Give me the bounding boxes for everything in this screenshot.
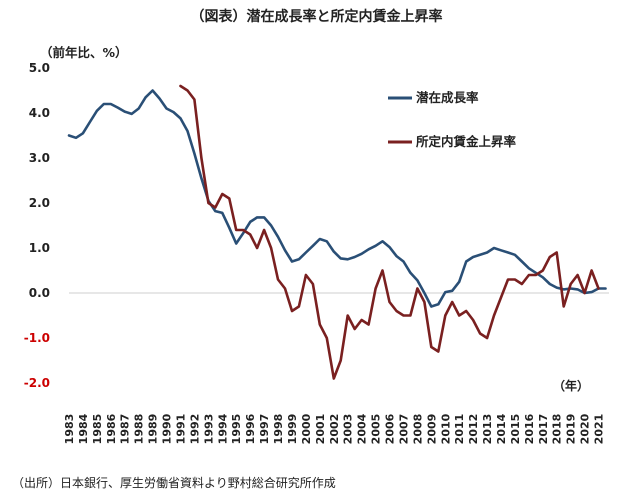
x-tick-label: 1986 — [105, 413, 118, 444]
x-tick-label: 2017 — [537, 414, 550, 445]
x-tick-label: 1990 — [161, 413, 174, 444]
series-layer — [67, 84, 607, 380]
x-tick-label: 1984 — [77, 413, 90, 444]
x-tick-label: 2011 — [453, 414, 466, 445]
x-tick-label: 2012 — [467, 414, 480, 445]
x-tick-label: 2016 — [523, 413, 536, 444]
x-tick-label: 2000 — [300, 413, 313, 444]
x-tick-label: 1999 — [286, 414, 299, 445]
x-tick-label: 2002 — [328, 414, 341, 445]
x-tick-label: 1994 — [216, 413, 229, 444]
x-tick-label: 1985 — [91, 414, 104, 445]
y-tick-label: -2.0 — [24, 376, 50, 390]
x-tick-label: 2001 — [314, 414, 327, 445]
x-axis-ticks: 1983 1984 1985 1986 1987 1988 1989 1990 1991 1992… — [63, 413, 606, 444]
x-tick-label: 2008 — [411, 414, 424, 445]
x-tick-label: 1996 — [244, 413, 257, 444]
y-axis-ticks: 5.0 4.0 3.0 2.0 1.0 0.0 -1.0 -2.0 — [24, 61, 50, 390]
x-tick-label: 1987 — [119, 414, 132, 445]
y-axis-unit-label: （前年比、%） — [40, 45, 128, 60]
x-tick-label: 2020 — [579, 413, 592, 444]
x-tick-label: 1989 — [147, 414, 160, 445]
x-axis-unit-label: （年） — [553, 378, 589, 393]
x-tick-label: 2004 — [356, 413, 369, 444]
x-tick-label: 2013 — [481, 414, 494, 445]
y-tick-label: -1.0 — [24, 331, 50, 345]
x-tick-label: 2019 — [565, 414, 578, 445]
source-note: （出所）日本銀行、厚生労働省資料より野村総合研究所作成 — [12, 476, 336, 490]
x-tick-label: 1993 — [202, 414, 215, 445]
x-tick-label: 2010 — [439, 413, 452, 444]
x-tick-label: 2015 — [509, 414, 522, 445]
x-tick-label: 2006 — [384, 413, 397, 444]
x-tick-label: 1995 — [230, 414, 243, 445]
x-tick-label: 2007 — [397, 414, 410, 445]
x-tick-label: 2003 — [342, 414, 355, 445]
x-tick-label: 2005 — [370, 414, 383, 445]
y-tick-label: 4.0 — [29, 106, 50, 120]
x-tick-label: 1991 — [174, 414, 187, 445]
y-tick-label: 0.0 — [29, 286, 50, 300]
y-tick-label: 1.0 — [29, 241, 50, 255]
x-tick-label: 1997 — [258, 414, 271, 445]
y-tick-label: 2.0 — [29, 196, 50, 210]
x-tick-label: 2018 — [551, 414, 564, 445]
chart-title: （図表）潜在成長率と所定内賃金上昇率 — [190, 9, 443, 25]
x-tick-label: 2009 — [425, 414, 438, 445]
x-tick-label: 2014 — [495, 413, 508, 444]
x-tick-label: 1998 — [272, 414, 285, 445]
x-tick-label: 1992 — [188, 414, 201, 445]
legend-label: 潜在成長率 — [416, 90, 479, 105]
x-tick-label: 1983 — [63, 414, 76, 445]
series-line-wage-growth — [179, 84, 600, 380]
y-tick-label: 3.0 — [29, 151, 50, 165]
y-tick-label: 5.0 — [29, 61, 50, 75]
x-tick-label: 2021 — [593, 414, 606, 445]
series-line-potential-growth — [67, 89, 607, 308]
x-tick-label: 1988 — [133, 414, 146, 445]
legend-label: 所定内賃金上昇率 — [416, 134, 517, 149]
